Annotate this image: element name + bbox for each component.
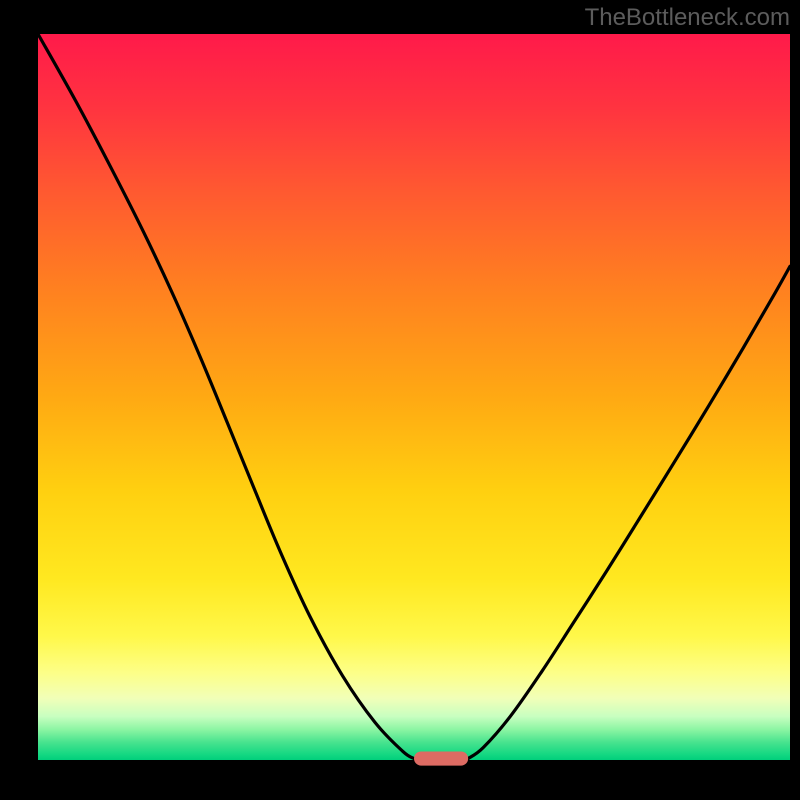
minimum-marker [414, 751, 468, 765]
chart-container: TheBottleneck.com [0, 0, 800, 800]
plot-background [38, 34, 790, 760]
bottleneck-curve-chart [0, 0, 800, 800]
watermark-text: TheBottleneck.com [585, 4, 790, 32]
